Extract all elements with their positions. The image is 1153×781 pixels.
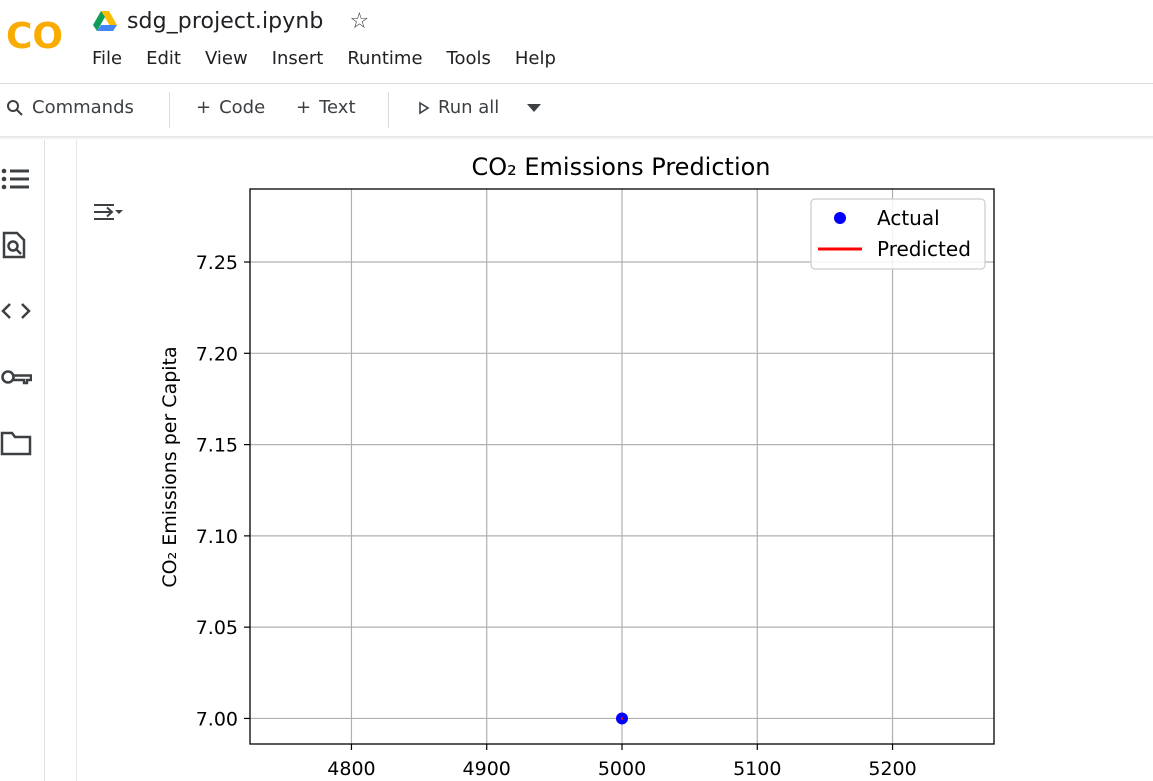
menu-tools[interactable]: Tools [446, 48, 491, 69]
x-tick-label: 5000 [598, 758, 646, 780]
title-row: sdg_project.ipynb ☆ [92, 6, 369, 36]
play-icon [419, 101, 430, 114]
menu-bar: File Edit View Insert Runtime Tools Help [92, 48, 580, 69]
co2-prediction-chart: CO₂ Emissions Prediction 4800 4900 5000 510… [159, 153, 995, 780]
menu-runtime[interactable]: Runtime [347, 48, 423, 69]
run-all-label: Run all [438, 97, 500, 118]
legend-actual-label: Actual [877, 206, 940, 230]
secrets-key-icon[interactable] [0, 362, 32, 392]
y-axis-label: CO₂ Emissions per Capita [159, 346, 181, 587]
x-tick-label: 5200 [868, 758, 916, 780]
x-tick-label: 4800 [327, 758, 375, 780]
y-tick-label: 7.20 [196, 343, 238, 365]
legend-actual-marker [834, 212, 846, 224]
plot-frame [249, 188, 995, 745]
menu-insert[interactable]: Insert [271, 48, 324, 69]
colab-logo[interactable]: CO [6, 14, 70, 54]
y-tick-label: 7.00 [196, 708, 238, 730]
y-tick-label: 7.15 [196, 435, 238, 457]
menu-help[interactable]: Help [514, 48, 556, 69]
y-tick-label: 7.10 [196, 526, 238, 548]
menu-file[interactable]: File [92, 48, 123, 69]
notebook-title[interactable]: sdg_project.ipynb [127, 8, 324, 34]
search-icon [7, 99, 23, 116]
run-all-button[interactable]: Run all [418, 97, 499, 118]
table-of-contents-icon[interactable] [0, 164, 32, 194]
add-text-label: Text [319, 97, 356, 118]
chart-title: CO₂ Emissions Prediction [471, 153, 770, 181]
toolbar: Commands + Code + Text Run all [0, 84, 1153, 136]
legend: Actual Predicted [810, 198, 986, 270]
commands-label: Commands [32, 97, 134, 118]
commands-button[interactable]: Commands [6, 97, 134, 118]
google-drive-icon[interactable] [92, 10, 118, 32]
y-tick-label: 7.25 [196, 252, 238, 274]
plus-icon: + [296, 97, 312, 118]
output-actions-icon[interactable] [90, 198, 126, 228]
star-icon[interactable]: ☆ [349, 8, 370, 34]
caret-down-icon [527, 104, 541, 112]
add-code-label: Code [219, 97, 266, 118]
toolbar-divider [169, 92, 170, 128]
x-tick-label: 5100 [733, 758, 781, 780]
y-tick-label: 7.05 [196, 617, 238, 639]
sidebar-border [44, 140, 45, 781]
colab-logo-text: CO [6, 16, 63, 54]
toolbar-divider [388, 92, 389, 128]
run-all-dropdown[interactable] [526, 103, 542, 113]
menu-edit[interactable]: Edit [146, 48, 181, 69]
toolbar-shadow [0, 136, 1153, 140]
grid-lines [250, 189, 994, 744]
menu-view[interactable]: View [204, 48, 248, 69]
add-code-button[interactable]: + Code [196, 97, 265, 118]
add-text-button[interactable]: + Text [296, 97, 356, 118]
files-folder-icon[interactable] [0, 428, 32, 458]
legend-box [810, 198, 986, 270]
axis-ticks: 4800 4900 5000 5100 5200 7.00 7.05 7.10 7.15 7.20… [196, 252, 917, 780]
legend-predicted-label: Predicted [877, 237, 971, 261]
data-points [616, 712, 628, 725]
header-divider [0, 83, 1153, 84]
cell-gutter-border [76, 140, 77, 781]
find-replace-icon[interactable] [0, 230, 32, 260]
code-snippets-icon[interactable] [0, 296, 32, 326]
x-tick-label: 4900 [463, 758, 511, 780]
plus-icon: + [196, 97, 212, 118]
